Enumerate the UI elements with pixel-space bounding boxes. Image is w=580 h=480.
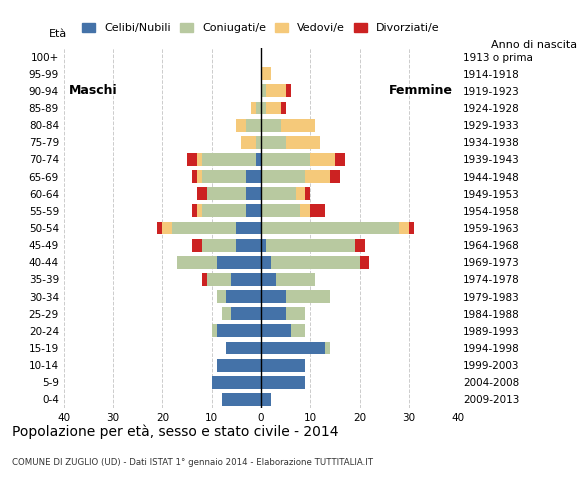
Bar: [261, 359, 305, 372]
Bar: [261, 324, 291, 337]
Bar: [261, 136, 285, 149]
Bar: [261, 187, 295, 200]
Text: Femmine: Femmine: [389, 84, 454, 97]
Bar: [261, 222, 399, 234]
Bar: [197, 204, 202, 217]
Bar: [192, 204, 197, 217]
Bar: [409, 222, 414, 234]
Bar: [212, 376, 261, 389]
Bar: [217, 290, 226, 303]
Bar: [226, 290, 261, 303]
Bar: [246, 187, 261, 200]
Bar: [261, 170, 305, 183]
Bar: [172, 222, 237, 234]
Bar: [217, 256, 261, 269]
Bar: [226, 342, 261, 354]
Bar: [261, 119, 281, 132]
Bar: [222, 307, 231, 320]
Bar: [325, 342, 330, 354]
Bar: [237, 239, 261, 252]
Bar: [237, 119, 246, 132]
Bar: [276, 273, 316, 286]
Bar: [206, 273, 231, 286]
Legend: Celibi/Nubili, Coniugati/e, Vedovi/e, Divorziati/e: Celibi/Nubili, Coniugati/e, Vedovi/e, Di…: [80, 21, 442, 36]
Bar: [197, 170, 202, 183]
Bar: [261, 307, 285, 320]
Bar: [261, 342, 325, 354]
Bar: [256, 153, 261, 166]
Text: Età: Età: [49, 29, 67, 39]
Bar: [285, 84, 291, 97]
Bar: [261, 84, 266, 97]
Bar: [310, 153, 335, 166]
Bar: [251, 102, 256, 114]
Bar: [266, 102, 281, 114]
Bar: [261, 376, 305, 389]
Bar: [360, 256, 369, 269]
Bar: [295, 187, 305, 200]
Bar: [399, 222, 409, 234]
Text: Anno di nascita: Anno di nascita: [491, 40, 577, 50]
Bar: [212, 324, 217, 337]
Bar: [197, 153, 202, 166]
Bar: [256, 102, 261, 114]
Bar: [261, 204, 300, 217]
Bar: [300, 204, 310, 217]
Bar: [202, 170, 246, 183]
Bar: [192, 239, 202, 252]
Bar: [246, 119, 261, 132]
Text: COMUNE DI ZUGLIO (UD) - Dati ISTAT 1° gennaio 2014 - Elaborazione TUTTITALIA.IT: COMUNE DI ZUGLIO (UD) - Dati ISTAT 1° ge…: [12, 458, 372, 468]
Bar: [246, 170, 261, 183]
Bar: [202, 153, 256, 166]
Bar: [305, 187, 310, 200]
Bar: [217, 359, 261, 372]
Text: Maschi: Maschi: [68, 84, 117, 97]
Bar: [335, 153, 345, 166]
Bar: [202, 204, 246, 217]
Bar: [217, 324, 261, 337]
Bar: [355, 239, 365, 252]
Bar: [261, 393, 271, 406]
Bar: [256, 136, 261, 149]
Bar: [222, 393, 261, 406]
Bar: [285, 136, 320, 149]
Bar: [231, 307, 261, 320]
Bar: [177, 256, 217, 269]
Bar: [246, 204, 261, 217]
Bar: [162, 222, 172, 234]
Bar: [291, 324, 305, 337]
Bar: [266, 84, 286, 97]
Bar: [285, 290, 330, 303]
Bar: [266, 239, 355, 252]
Bar: [261, 290, 285, 303]
Bar: [281, 119, 316, 132]
Bar: [261, 102, 266, 114]
Bar: [285, 307, 305, 320]
Bar: [310, 204, 325, 217]
Bar: [261, 153, 310, 166]
Bar: [197, 187, 206, 200]
Bar: [330, 170, 340, 183]
Bar: [237, 222, 261, 234]
Bar: [281, 102, 286, 114]
Bar: [202, 239, 237, 252]
Bar: [241, 136, 256, 149]
Bar: [305, 170, 330, 183]
Bar: [261, 239, 266, 252]
Bar: [271, 256, 360, 269]
Bar: [187, 153, 197, 166]
Bar: [261, 67, 271, 80]
Bar: [202, 273, 206, 286]
Bar: [192, 170, 197, 183]
Bar: [207, 187, 246, 200]
Bar: [261, 256, 271, 269]
Bar: [231, 273, 261, 286]
Bar: [261, 273, 276, 286]
Text: Popolazione per età, sesso e stato civile - 2014: Popolazione per età, sesso e stato civil…: [12, 425, 338, 439]
Bar: [157, 222, 162, 234]
